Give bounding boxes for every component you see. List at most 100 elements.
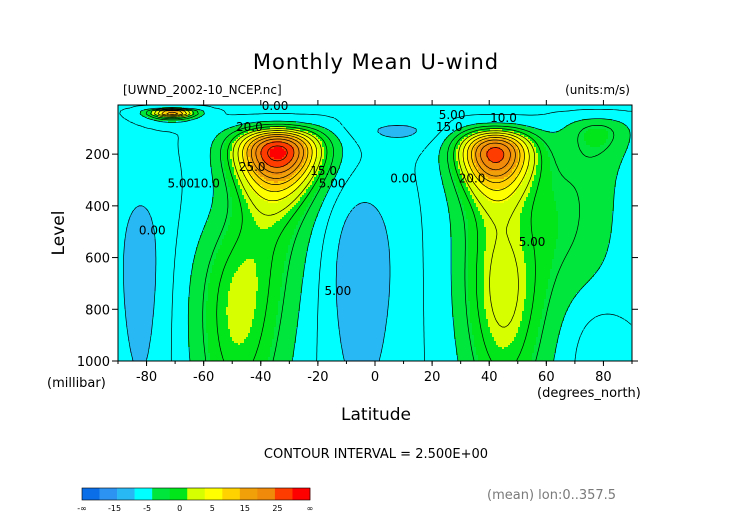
contour-fill-cell [378, 129, 417, 132]
contour-fill-cell [584, 135, 609, 138]
contour-fill-cell [538, 155, 549, 158]
contour-fill-cell [306, 147, 313, 150]
contour-fill-cell [194, 115, 203, 118]
contour-fill-cell [184, 111, 189, 114]
contour-fill-cell [464, 145, 471, 148]
contour-fill-cell [382, 343, 457, 346]
contour-fill-cell [232, 277, 259, 280]
contour-fill-cell [240, 143, 247, 146]
contour-fill-cell [474, 345, 499, 348]
contour-fill-cell [522, 243, 557, 246]
contour-fill-cell [546, 147, 629, 150]
contour-fill-cell [390, 275, 453, 278]
contour-fill-cell [270, 347, 295, 350]
contour-fill-cell [528, 131, 551, 134]
contour-fill-cell [296, 339, 341, 342]
contour-fill-cell [118, 159, 211, 162]
contour-fill-cell [188, 307, 207, 310]
contour-fill-cell [306, 261, 337, 264]
contour-fill-cell [148, 355, 191, 358]
contour-fill-cell [222, 241, 291, 244]
contour-fill-cell [520, 137, 529, 140]
contour-fill-cell [584, 137, 609, 140]
contour-fill-cell [532, 133, 585, 136]
contour-fill-cell [248, 171, 257, 174]
contour-fill-cell [206, 311, 227, 314]
contour-fill-cell [126, 235, 155, 238]
contour-fill-cell [388, 237, 453, 240]
contour-fill-cell [132, 357, 149, 360]
contour-fill-cell [630, 137, 632, 140]
contour-fill-cell [264, 199, 283, 202]
contour-fill-cell [558, 223, 613, 226]
colorbar-swatch [274, 488, 293, 500]
contour-fill-cell [484, 219, 521, 222]
contour-fill-cell [572, 301, 632, 304]
contour-fill-cell [390, 277, 453, 280]
contour-fill-cell [454, 325, 473, 328]
contour-fill-cell [234, 167, 241, 170]
contour-fill-cell [454, 333, 473, 336]
contour-fill-cell [238, 145, 245, 148]
contour-fill-cell [542, 309, 569, 312]
contour-fill-cell [274, 223, 299, 226]
contour-fill-cell [576, 295, 632, 298]
contour-fill-cell [470, 193, 483, 196]
contour-fill-cell [118, 149, 211, 152]
y-tick-label: 1000 [77, 355, 110, 370]
contour-fill-cell [256, 221, 277, 224]
contour-fill-cell [480, 149, 489, 152]
contour-fill-cell [214, 193, 231, 196]
contour-fill-cell [556, 205, 615, 208]
contour-fill-cell [414, 133, 451, 136]
colorbar-swatch [292, 488, 311, 500]
contour-label: 5.00 [319, 177, 346, 191]
contour-fill-cell [458, 161, 465, 164]
contour-fill-cell [486, 309, 525, 312]
contour-fill-cell [530, 139, 541, 142]
contour-fill-cell [228, 315, 255, 318]
contour-fill-cell [280, 297, 301, 300]
contour-fill-cell [154, 297, 189, 300]
contour-fill-cell [538, 329, 561, 332]
contour-fill-cell [536, 149, 547, 152]
contour-fill-cell [298, 315, 339, 318]
contour-fill-cell [294, 149, 301, 152]
contour-fill-cell [452, 299, 469, 302]
contour-fill-cell [502, 169, 513, 172]
contour-fill-cell [344, 359, 381, 361]
contour-fill-cell [524, 203, 557, 206]
contour-fill-cell [458, 355, 479, 358]
contour-fill-cell [528, 169, 537, 172]
contour-fill-cell [518, 159, 525, 162]
contour-fill-cell [194, 261, 215, 264]
contour-fill-cell [522, 163, 531, 166]
contour-fill-cell [480, 211, 523, 214]
contour-fill-cell [504, 157, 513, 160]
contour-fill-cell [302, 285, 337, 288]
contour-fill-cell [336, 135, 387, 138]
contour-fill-cell [524, 201, 557, 204]
contour-fill-cell [294, 205, 309, 208]
contour-fill-cell [326, 193, 447, 196]
contour-fill-cell [298, 311, 339, 314]
contour-fill-cell [518, 141, 525, 144]
contour-fill-cell [118, 195, 215, 198]
contour-fill-cell [310, 185, 321, 188]
contour-fill-cell [456, 349, 477, 352]
contour-fill-cell [190, 291, 209, 294]
contour-fill-cell [252, 163, 259, 166]
contour-fill-cell [142, 205, 213, 208]
contour-fill-cell [222, 157, 231, 160]
contour-fill-cell [468, 297, 485, 300]
contour-fill-cell [484, 269, 527, 272]
contour-fill-cell [484, 265, 527, 268]
contour-fill-cell [516, 177, 525, 180]
contour-fill-cell [124, 303, 155, 306]
contour-fill-cell [526, 125, 567, 128]
contour-fill-cell [118, 297, 125, 300]
contour-fill-cell [474, 173, 483, 176]
contour-fill-cell [474, 149, 481, 152]
colorbar-swatch [152, 488, 170, 500]
contour-fill-cell [534, 127, 565, 130]
